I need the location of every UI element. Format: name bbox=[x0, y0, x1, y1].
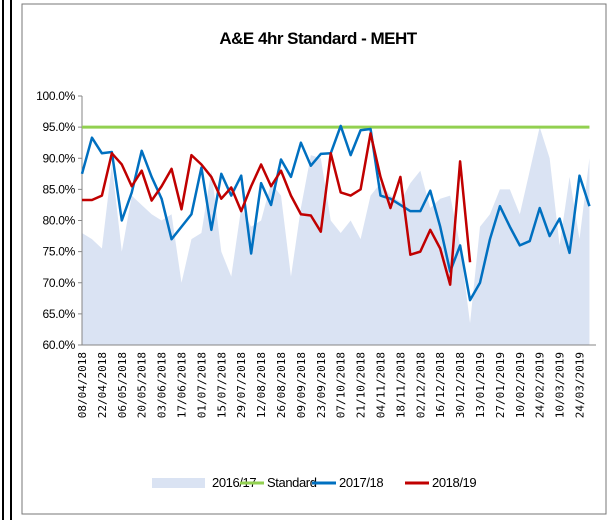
x-tick-label: 13/01/2019 bbox=[474, 352, 487, 418]
x-tick-label: 08/04/2018 bbox=[76, 352, 89, 418]
x-tick-label: 03/06/2018 bbox=[156, 352, 169, 418]
x-tick-label: 21/10/2018 bbox=[355, 352, 368, 418]
area bbox=[82, 127, 590, 345]
legend-label: Standard bbox=[267, 475, 317, 490]
x-tick-label: 07/10/2018 bbox=[335, 352, 348, 418]
chart-title: A&E 4hr Standard - MEHT bbox=[219, 29, 417, 48]
x-tick-label: 27/01/2019 bbox=[494, 352, 507, 418]
x-tick-label: 23/09/2018 bbox=[315, 352, 328, 418]
x-tick-label: 17/06/2018 bbox=[176, 352, 189, 418]
chart-border bbox=[21, 3, 607, 515]
y-tick-label: 70.0% bbox=[42, 276, 75, 290]
legend-label: 2018/19 bbox=[432, 475, 476, 490]
y-tick-label: 100.0% bbox=[36, 89, 76, 103]
x-tick-label: 09/09/2018 bbox=[295, 352, 308, 418]
x-tick-label: 30/12/2018 bbox=[454, 352, 467, 418]
x-tick-label: 01/07/2018 bbox=[195, 352, 208, 418]
x-tick-label: 29/07/2018 bbox=[235, 352, 248, 418]
x-tick-label: 10/02/2019 bbox=[514, 352, 527, 418]
x-tick-label: 12/08/2018 bbox=[255, 352, 268, 418]
x-tick-label: 16/12/2018 bbox=[434, 352, 447, 418]
y-tick-label: 90.0% bbox=[42, 151, 75, 165]
x-tick-label: 02/12/2018 bbox=[414, 352, 427, 418]
y-tick-label: 60.0% bbox=[42, 338, 75, 352]
x-tick-label: 24/03/2019 bbox=[574, 352, 587, 418]
x-tick-label: 26/08/2018 bbox=[275, 352, 288, 418]
legend-swatch bbox=[152, 478, 205, 488]
y-tick-label: 95.0% bbox=[42, 120, 75, 134]
y-tick-label: 80.0% bbox=[42, 214, 75, 228]
line bbox=[80, 124, 591, 302]
x-tick-label: 15/07/2018 bbox=[215, 352, 228, 418]
x-tick-label: 22/04/2018 bbox=[96, 352, 109, 418]
x-tick-label: 20/05/2018 bbox=[136, 352, 149, 418]
line bbox=[82, 132, 472, 286]
x-tick-label: 18/11/2018 bbox=[394, 352, 407, 418]
y-tick-label: 65.0% bbox=[42, 307, 75, 321]
x-tick-label: 10/03/2019 bbox=[554, 352, 567, 418]
x-tick-label: 06/05/2018 bbox=[116, 352, 129, 418]
legend-label: 2016/17 bbox=[212, 475, 256, 490]
legend-label: 2017/18 bbox=[339, 475, 383, 490]
x-tick-label: 24/02/2019 bbox=[534, 352, 547, 418]
y-tick-label: 85.0% bbox=[42, 182, 75, 196]
x-tick-label: 04/11/2018 bbox=[375, 352, 388, 418]
y-tick-label: 75.0% bbox=[42, 245, 75, 259]
